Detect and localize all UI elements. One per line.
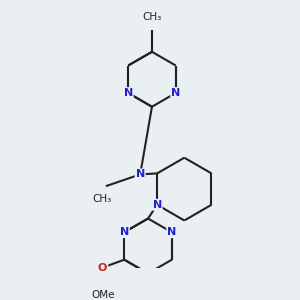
- Text: OMe: OMe: [91, 290, 114, 300]
- Text: N: N: [167, 227, 176, 237]
- Text: N: N: [152, 200, 162, 210]
- Text: N: N: [120, 227, 129, 237]
- Text: CH₃: CH₃: [142, 12, 162, 22]
- Text: O: O: [98, 262, 107, 272]
- Text: CH₃: CH₃: [92, 194, 112, 204]
- Text: N: N: [124, 88, 133, 98]
- Text: N: N: [136, 169, 145, 179]
- Text: N: N: [171, 88, 180, 98]
